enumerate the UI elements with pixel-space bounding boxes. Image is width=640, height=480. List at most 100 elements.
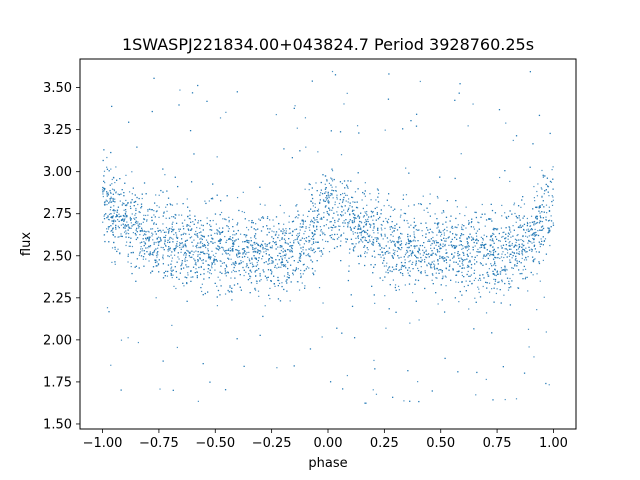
data-point bbox=[188, 252, 190, 254]
data-point bbox=[417, 269, 420, 272]
data-point bbox=[494, 228, 496, 230]
data-point bbox=[229, 286, 231, 289]
data-point bbox=[392, 249, 395, 251]
data-point bbox=[404, 212, 407, 215]
data-point bbox=[109, 209, 112, 211]
data-point bbox=[358, 228, 360, 230]
data-point bbox=[419, 260, 421, 263]
data-point bbox=[400, 244, 402, 246]
data-point bbox=[284, 257, 286, 259]
data-point bbox=[480, 236, 482, 238]
data-point bbox=[248, 242, 250, 244]
data-point bbox=[269, 298, 271, 300]
data-point bbox=[172, 269, 174, 271]
data-point bbox=[446, 230, 448, 232]
data-point bbox=[481, 213, 483, 215]
data-point bbox=[492, 246, 494, 248]
data-point bbox=[535, 234, 538, 236]
data-point bbox=[357, 235, 359, 237]
data-point bbox=[459, 237, 461, 239]
data-point bbox=[278, 252, 280, 254]
data-point bbox=[165, 244, 167, 247]
data-point bbox=[167, 228, 169, 231]
data-point bbox=[452, 269, 454, 271]
data-point bbox=[197, 254, 199, 256]
data-point bbox=[187, 215, 189, 218]
data-point bbox=[409, 275, 411, 277]
data-point bbox=[119, 215, 121, 218]
data-point bbox=[370, 199, 372, 201]
data-point bbox=[399, 237, 401, 239]
data-point bbox=[525, 247, 527, 249]
data-point bbox=[187, 228, 189, 230]
data-point bbox=[384, 253, 386, 255]
data-point bbox=[181, 214, 183, 216]
data-point bbox=[483, 255, 485, 257]
data-point bbox=[307, 254, 309, 256]
data-point bbox=[211, 250, 213, 252]
data-point bbox=[215, 247, 217, 249]
data-point bbox=[413, 239, 415, 241]
data-point bbox=[398, 257, 400, 259]
data-point bbox=[314, 203, 316, 205]
data-point bbox=[151, 110, 153, 113]
data-point bbox=[255, 275, 257, 277]
data-point bbox=[494, 268, 496, 270]
data-point bbox=[184, 243, 186, 245]
data-point bbox=[387, 98, 390, 100]
data-point bbox=[350, 238, 353, 240]
data-point bbox=[413, 204, 415, 206]
data-point bbox=[143, 218, 145, 220]
data-point bbox=[480, 244, 482, 246]
data-point bbox=[356, 207, 359, 209]
data-point bbox=[369, 226, 372, 228]
data-point bbox=[153, 77, 155, 79]
data-point bbox=[528, 230, 530, 232]
data-point bbox=[528, 240, 530, 243]
data-point bbox=[295, 228, 298, 230]
data-point bbox=[304, 188, 306, 190]
data-point bbox=[400, 242, 403, 245]
data-point bbox=[283, 264, 285, 267]
data-point bbox=[415, 255, 417, 258]
data-point bbox=[135, 280, 137, 282]
data-point bbox=[319, 250, 321, 252]
data-point bbox=[119, 200, 121, 202]
data-point bbox=[254, 257, 256, 259]
data-point bbox=[191, 256, 193, 258]
data-point bbox=[254, 288, 256, 290]
data-point bbox=[405, 252, 407, 254]
data-point bbox=[424, 256, 427, 258]
data-point bbox=[525, 235, 527, 237]
data-point bbox=[241, 210, 243, 213]
data-point bbox=[357, 228, 359, 230]
data-point bbox=[389, 228, 391, 230]
data-point bbox=[242, 252, 244, 254]
data-point bbox=[366, 210, 368, 213]
data-point bbox=[468, 261, 470, 263]
data-point bbox=[209, 220, 211, 222]
data-point bbox=[138, 227, 140, 229]
data-point bbox=[107, 194, 110, 196]
data-point bbox=[158, 242, 160, 244]
data-point bbox=[195, 264, 197, 266]
data-point bbox=[176, 203, 178, 205]
data-point bbox=[376, 206, 378, 209]
data-point bbox=[401, 247, 403, 249]
data-point bbox=[111, 216, 113, 218]
data-point bbox=[439, 248, 441, 250]
data-point bbox=[298, 242, 300, 244]
data-point bbox=[314, 233, 316, 235]
data-point bbox=[437, 263, 439, 265]
data-point bbox=[459, 240, 461, 242]
data-point bbox=[221, 246, 223, 248]
data-point bbox=[520, 238, 522, 241]
data-point bbox=[285, 232, 287, 234]
data-point bbox=[153, 250, 156, 252]
data-point bbox=[224, 250, 226, 252]
data-point bbox=[128, 236, 130, 239]
data-point bbox=[381, 247, 383, 249]
data-point bbox=[496, 271, 498, 273]
data-point bbox=[414, 236, 416, 239]
data-point bbox=[338, 229, 340, 231]
